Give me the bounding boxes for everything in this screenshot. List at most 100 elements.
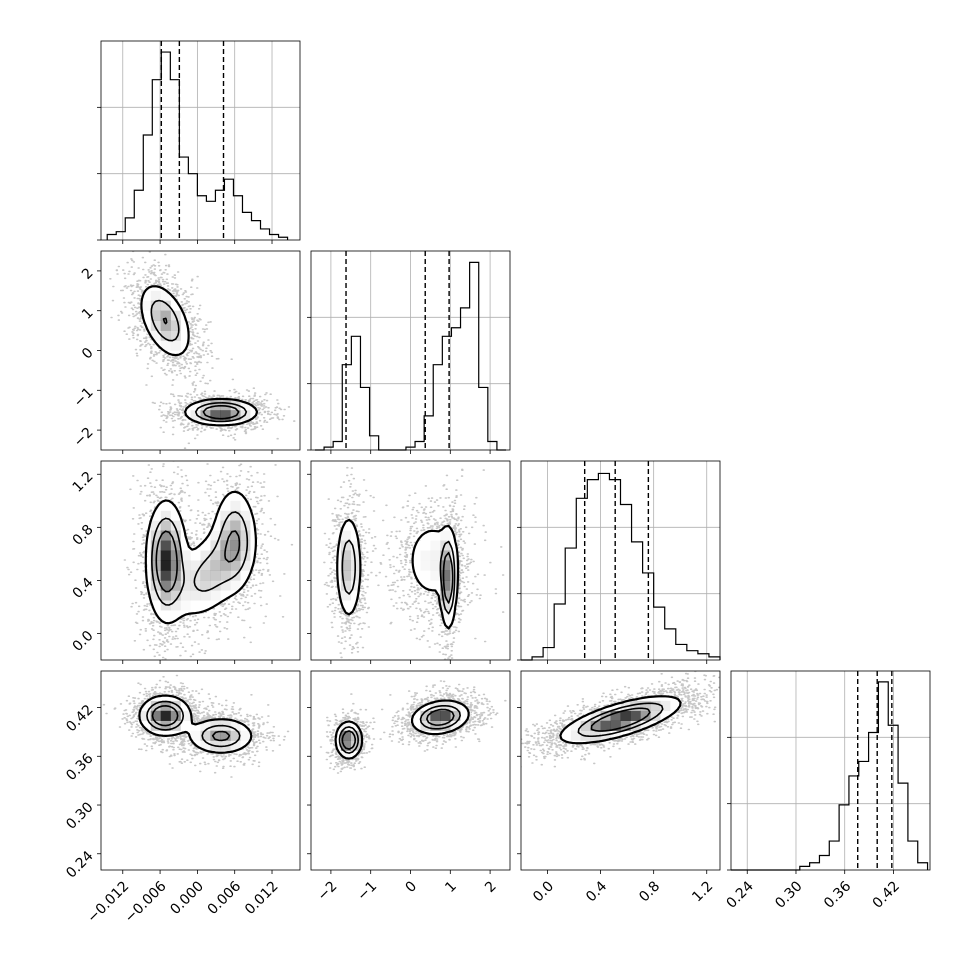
density-cell [200,550,211,561]
panel-inner [521,671,720,768]
density-cell [630,710,641,721]
density-cell [640,700,651,711]
density-cell [190,560,201,571]
contour-line [590,707,651,732]
density-cell [150,290,161,301]
density-cell [210,410,221,421]
contour-line [338,704,461,754]
density-cell [150,310,161,321]
x-tick-label-p0: 0.012 [242,878,282,918]
x-tick-label-p3: 0.30 [772,878,805,911]
y-tick-label-p1: 1 [79,305,97,323]
density-cell [200,730,211,741]
density-cell [430,560,441,571]
density-cell [150,520,161,531]
density-cell [430,720,441,731]
contour-line [138,694,253,754]
contour-line [155,530,241,593]
density-cell [420,561,430,571]
density-cell [240,731,250,741]
density-cell [350,550,361,561]
density-cell [150,720,161,731]
density-cell [430,700,441,711]
density-cell [450,580,461,591]
x-tick-label-p1: −1 [354,878,380,904]
hist-panel-3 [727,670,931,871]
y-tick-label-p2: 1.2 [70,469,97,496]
density-cell [160,540,171,551]
density-cell [350,740,361,751]
density-cell [430,541,440,551]
x-tick-label-p3: 0.36 [821,878,854,911]
contour-line [334,699,470,760]
density-cell [430,570,440,580]
density-cell [160,590,171,601]
panel-frame [520,670,721,871]
density-cell [220,520,231,531]
density-cell [450,590,461,601]
density-cell [210,570,221,581]
panel-inner [323,466,505,660]
density-cell [340,530,351,541]
density-cell [200,560,211,571]
x-tick-label-p2: 1.2 [689,878,716,905]
density-cell [610,720,621,731]
x-tick-label-p1: 0 [402,878,420,896]
density-cell [160,580,171,591]
density-cell [170,560,181,571]
panel-inner [102,674,290,778]
density-cell [160,320,171,331]
density-cell [340,570,351,581]
density-cell [660,700,671,711]
density-cell [170,720,181,731]
x-tick-label-p2: 0.0 [530,878,557,905]
density-cell [170,700,181,711]
histogram-step [314,261,507,451]
density-cell [150,700,161,711]
x-tick-label-p3: 0.24 [724,878,757,911]
density-cell [140,710,151,721]
density-cell [150,320,161,331]
density-cell [170,600,181,611]
density-cell [220,730,231,741]
density-cell [170,550,181,561]
density-cell [181,600,191,610]
density-cell [420,551,430,561]
density-cell [210,730,221,741]
contour-line [162,317,240,420]
density-cell [440,580,451,591]
hist-panel-2 [517,460,721,661]
density-cell [170,320,181,331]
density-cell [440,710,451,721]
panel-1_2 [310,460,511,661]
hist-panel-0 [97,40,301,241]
density-cell [170,520,181,531]
density-cell [580,720,591,731]
density-cell [240,510,251,521]
panel-inner [109,251,296,449]
density-cell [450,720,461,731]
density-cell [180,710,191,721]
y-tick-label-p3: 0.42 [63,702,96,735]
contour-line [144,490,258,625]
density-cell [150,710,161,721]
x-tick-label-p2: 0.8 [636,878,663,905]
density-cell [340,590,351,601]
density-cell [220,410,231,421]
density-cell [210,530,221,541]
x-tick-label-p2: 0.4 [583,878,610,905]
x-tick-label-p0: 0.006 [205,878,245,918]
density-cell [350,570,361,581]
density-cell [340,740,351,751]
density-cell [170,580,181,591]
density-cell [180,560,191,571]
density-cell [230,500,241,511]
density-cell [440,600,451,611]
x-tick-label-p1: 2 [482,878,500,896]
density-cell [220,560,231,571]
density-cell [200,590,211,601]
density-cell [230,740,241,751]
density-cell [450,710,461,721]
density-cell [210,560,221,571]
